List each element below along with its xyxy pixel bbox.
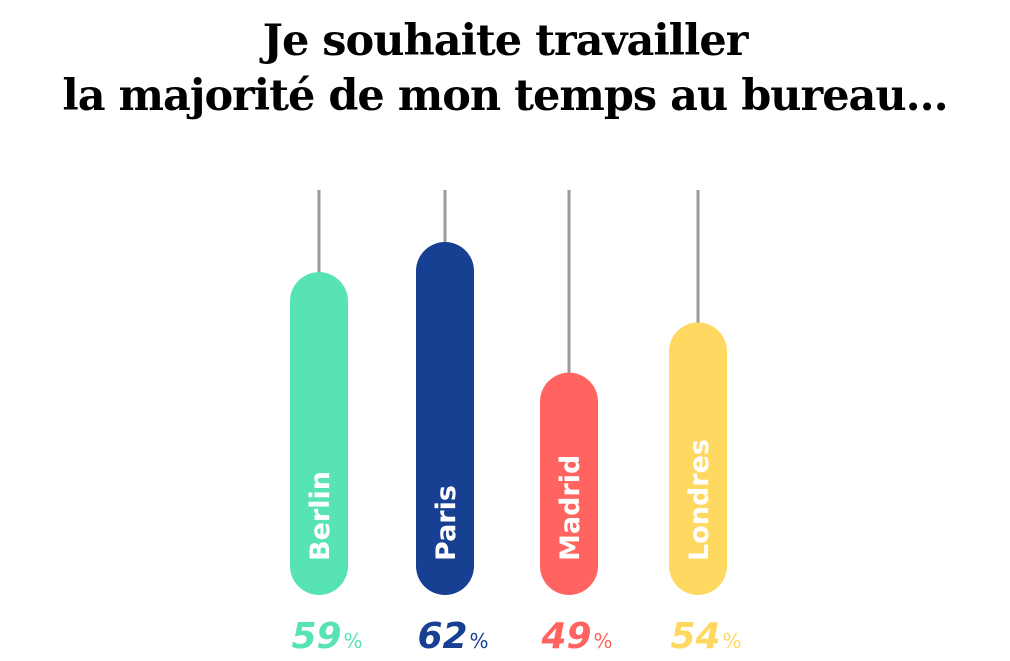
value-number-londres: 54 <box>670 616 720 657</box>
value-number-berlin: 59 <box>291 616 341 657</box>
bar-berlin <box>290 272 348 595</box>
chart-title-line-1: Je souhaite travailler <box>262 16 749 66</box>
value-number-madrid: 49 <box>540 616 591 657</box>
value-label-londres: 54% <box>670 616 741 657</box>
chart-title: Je souhaite travailler la majorité de mo… <box>0 14 1010 124</box>
value-number-paris: 62 <box>417 616 467 657</box>
bar-madrid <box>540 372 598 595</box>
bar-label-londres: Londres <box>684 439 715 561</box>
bar-label-berlin: Berlin <box>305 471 336 561</box>
value-unit-londres: % <box>723 629 742 653</box>
value-unit-berlin: % <box>344 629 363 653</box>
value-unit-paris: % <box>470 629 489 653</box>
bar-label-madrid: Madrid <box>555 455 586 561</box>
bar-label-paris: Paris <box>431 485 462 561</box>
value-label-madrid: 49% <box>540 616 612 657</box>
bar-londres <box>669 322 727 595</box>
value-unit-madrid: % <box>594 629 613 653</box>
bar-paris <box>416 242 474 595</box>
value-label-berlin: 59% <box>291 616 362 657</box>
chart-title-line-2: la majorité de mon temps au bureau... <box>62 71 948 121</box>
value-label-paris: 62% <box>417 616 488 657</box>
